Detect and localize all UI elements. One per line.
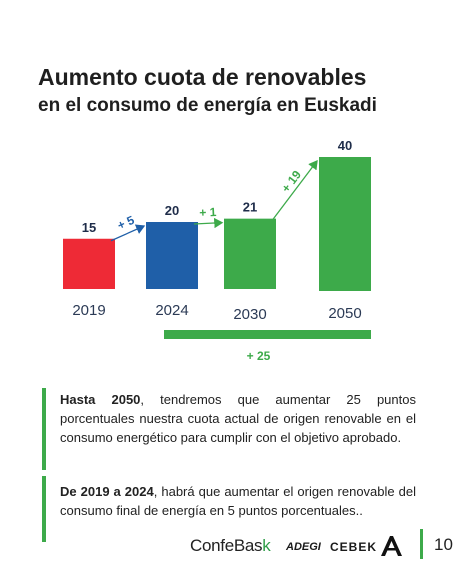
sea-logo-icon [377, 534, 407, 563]
increment-arrow-2030-2050 [271, 159, 318, 222]
page-number-divider [420, 529, 423, 559]
bar-2050 [319, 157, 371, 291]
page-number: 10 [434, 535, 453, 554]
increment-label-2019-2024: + 5 [115, 213, 137, 233]
confebask-logo: ConfeBask [190, 536, 271, 555]
note-2-text: , habrá que aumentar el origen renovable… [60, 484, 416, 518]
category-label-2030: 2030 [233, 306, 266, 323]
value-label-2030: 21 [243, 200, 257, 215]
increment-label-2030-2050: + 19 [279, 167, 305, 195]
bar-2019 [63, 238, 115, 289]
note-1-bold: Hasta 2050 [60, 392, 141, 407]
bar-2024 [146, 222, 198, 289]
note-2-bold: De 2019 a 2024 [60, 484, 154, 499]
category-label-2050: 2050 [328, 305, 361, 322]
value-label-2050: 40 [338, 138, 352, 153]
increment-arrow-2024-2030 [193, 217, 224, 229]
increment-arrow-2019-2024 [110, 224, 146, 242]
cebek-logo: CEBEK [330, 540, 378, 554]
page-subtitle: en el consumo de energía en Euskadi [38, 95, 377, 116]
value-label-2019: 15 [82, 220, 96, 235]
total-increase-bar [164, 330, 371, 339]
bar-chart: 15 2019 20 2024 21 2030 40 2050 + 5 + 1 + 19 + 25 [63, 138, 371, 363]
adegi-logo: ADEGI [286, 541, 321, 553]
category-label-2019: 2019 [72, 302, 105, 319]
note-paragraph-1: Hasta 2050, tendremos que aumentar 25 pu… [46, 390, 416, 447]
note-paragraph-2: De 2019 a 2024, habrá que aumentar el or… [46, 482, 416, 520]
note-1-text: , tendremos que aumentar 25 puntos porce… [60, 392, 416, 445]
page-title: Aumento cuota de renovables [38, 64, 367, 90]
total-increase-label: + 25 [247, 349, 271, 363]
note-accent-bar [42, 388, 46, 470]
increment-label-2024-2030: + 1 [199, 205, 217, 220]
note-accent-bar [42, 476, 46, 542]
category-label-2024: 2024 [155, 302, 188, 319]
bar-2030 [224, 218, 276, 289]
value-label-2024: 20 [165, 203, 179, 218]
